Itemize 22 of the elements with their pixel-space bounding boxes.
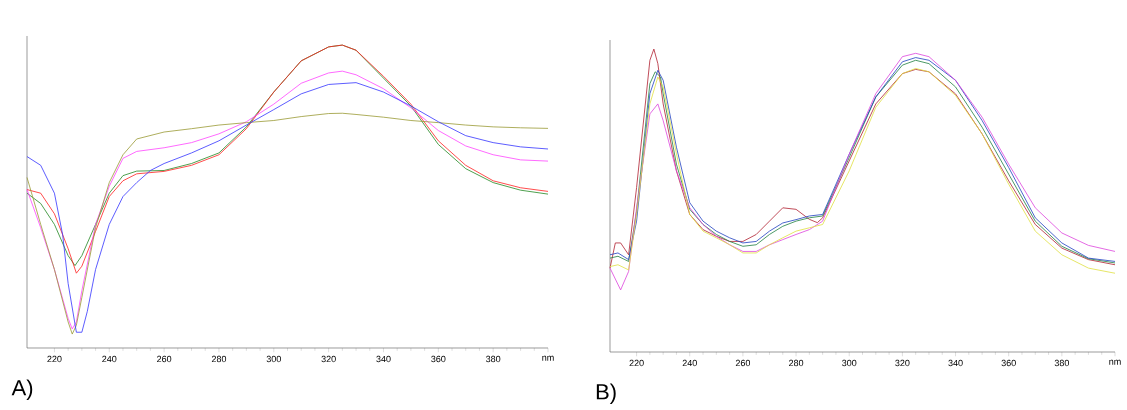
x-tick-label: 260 [157,355,172,363]
x-tick-label: 380 [486,355,501,363]
x-tick-label: 320 [321,355,336,363]
x-tick-label: 220 [47,355,62,363]
x-tick-label: nm [1109,359,1121,365]
x-tick-label: nm [542,355,554,361]
x-tick-label: 320 [895,359,910,367]
x-tick-label: 380 [1054,359,1070,367]
x-tick-label: 340 [376,355,391,363]
x-tick-label: 260 [735,359,751,367]
text: B) [596,383,616,404]
x-tick-label: 340 [948,359,963,367]
x-tick-label: 300 [842,359,857,367]
text: A) [11,379,33,400]
x-tick-label: 300 [266,355,281,363]
x-tick-label: 240 [682,359,697,367]
x-tick-label: 360 [431,355,446,363]
x-tick-label: 360 [1001,359,1016,367]
x-tick-label: 280 [789,359,804,367]
x-tick-label: 220 [629,359,644,367]
x-tick-label: 240 [102,355,117,363]
x-tick-label: 280 [211,355,227,363]
